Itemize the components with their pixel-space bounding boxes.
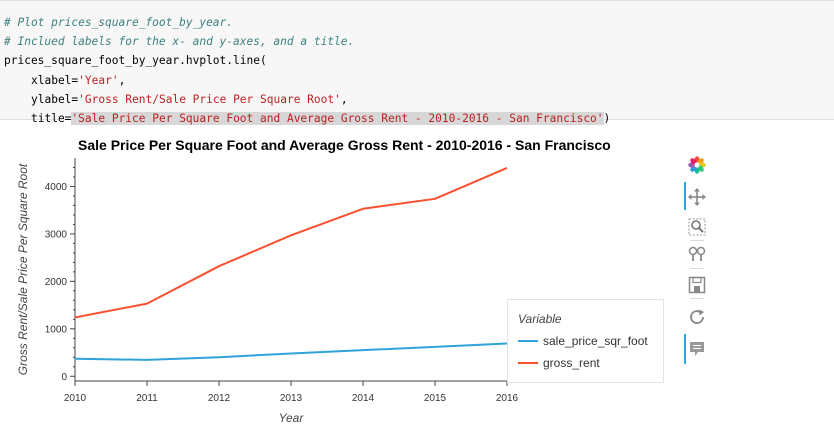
toolbar-divider <box>690 298 704 299</box>
active-tool-indicator <box>684 182 686 210</box>
x-tick-label: 2014 <box>352 393 375 404</box>
y-tick-label: 0 <box>61 372 67 383</box>
y-tick-label: 1000 <box>45 324 68 335</box>
code-kwarg: xlabel= <box>31 73 79 87</box>
code-line-5: ylabel='Gross Rent/Sale Price Per Square… <box>4 90 610 109</box>
x-tick-label: 2010 <box>64 393 87 404</box>
code-string: 'Gross Rent/Sale Price Per Square Root' <box>78 92 341 106</box>
reset-icon[interactable] <box>688 308 706 326</box>
active-tool-indicator <box>684 334 686 364</box>
code-punct: , <box>340 92 348 106</box>
x-tick-label: 2016 <box>496 393 519 404</box>
code-call: prices_square_foot_by_year.hvplot.line( <box>4 54 267 68</box>
code-editor[interactable]: # Plot prices_square_foot_by_year. # Incl… <box>4 13 610 128</box>
bokeh-logo-icon[interactable] <box>688 156 706 174</box>
code-line-3: prices_square_foot_by_year.hvplot.line( <box>4 51 610 70</box>
legend-title: Variable <box>518 312 562 326</box>
x-tick-label: 2012 <box>208 393 231 404</box>
series-line-gross-rent <box>74 167 508 319</box>
legend-label: sale_price_sqr_foot <box>543 334 648 348</box>
series-line-sale-price-sqr-foot <box>74 342 508 361</box>
y-tick-label: 2000 <box>45 277 68 288</box>
code-line-1: # Plot prices_square_foot_by_year. <box>4 13 610 32</box>
x-tick-label: 2013 <box>280 393 303 404</box>
legend-label: gross_rent <box>543 356 600 370</box>
code-comment: # Inclued labels for the x- and y-axes, … <box>4 35 355 49</box>
plot-toolbar <box>682 152 712 372</box>
save-icon[interactable] <box>688 276 706 294</box>
code-string-highlighted: 'Sale Price Per Square Foot and Average … <box>71 111 604 125</box>
wheel-zoom-icon[interactable] <box>688 245 706 263</box>
x-tick-label: 2015 <box>424 393 447 404</box>
code-line-4: xlabel='Year', <box>4 71 610 90</box>
x-tick-label: 2011 <box>136 393 158 404</box>
hover-icon[interactable] <box>688 340 706 358</box>
code-comment: # Plot prices_square_foot_by_year. <box>4 16 234 29</box>
toolbar-divider <box>690 268 704 269</box>
x-axis-label: Year <box>279 411 305 425</box>
code-kwarg: ylabel= <box>31 92 79 106</box>
code-punct: ) <box>603 111 611 125</box>
code-line-2: # Inclued labels for the x- and y-axes, … <box>4 32 610 51</box>
legend-swatch <box>518 362 538 364</box>
y-tick-label: 3000 <box>45 229 68 240</box>
legend-swatch <box>518 340 538 342</box>
pan-icon[interactable] <box>688 188 706 206</box>
code-punct: , <box>118 73 126 87</box>
y-tick-label: 4000 <box>45 182 68 193</box>
code-line-6: title='Sale Price Per Square Foot and Av… <box>4 109 610 128</box>
box-zoom-icon[interactable] <box>688 218 706 236</box>
legend-item-gross-rent[interactable]: gross_rent <box>518 355 600 371</box>
toolbar-divider <box>690 240 704 241</box>
code-string: 'Year' <box>78 73 119 87</box>
plot-title: Sale Price Per Square Foot and Average G… <box>78 137 611 153</box>
legend[interactable]: Variable sale_price_sqr_foot gross_rent <box>507 299 664 383</box>
y-axis-label: Gross Rent/Sale Price Per Square Root <box>16 163 30 375</box>
code-cell[interactable]: # Plot prices_square_foot_by_year. # Incl… <box>0 0 834 125</box>
legend-item-sale-price[interactable]: sale_price_sqr_foot <box>518 333 648 349</box>
code-kwarg: title= <box>31 111 72 125</box>
